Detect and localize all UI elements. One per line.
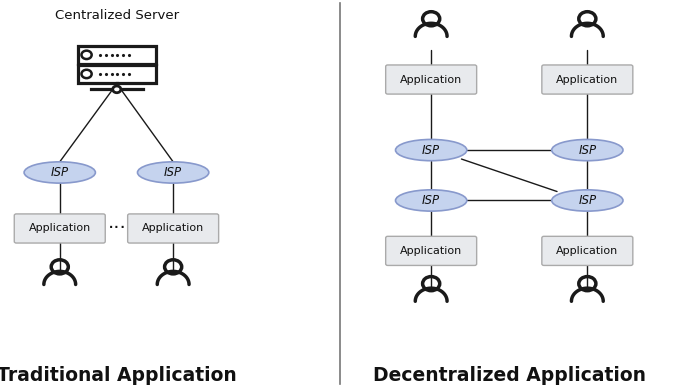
Text: Decentralized Application: Decentralized Application (373, 366, 646, 385)
Text: Application: Application (400, 246, 462, 256)
Text: ISP: ISP (51, 166, 69, 179)
Text: Centralized Server: Centralized Server (55, 9, 179, 22)
Text: Traditional Application: Traditional Application (0, 366, 237, 385)
Ellipse shape (395, 140, 467, 161)
Text: Application: Application (142, 223, 204, 234)
Text: Application: Application (556, 246, 619, 256)
Text: ISP: ISP (579, 194, 596, 207)
Text: Application: Application (556, 74, 619, 85)
FancyBboxPatch shape (386, 236, 477, 265)
Text: ISP: ISP (422, 194, 440, 207)
Ellipse shape (137, 162, 209, 183)
Ellipse shape (395, 190, 467, 211)
FancyBboxPatch shape (77, 65, 156, 83)
Ellipse shape (551, 190, 623, 211)
FancyBboxPatch shape (128, 214, 219, 243)
Text: Application: Application (29, 223, 91, 234)
Text: ···: ··· (107, 219, 126, 238)
Text: ISP: ISP (422, 143, 440, 156)
FancyBboxPatch shape (542, 236, 633, 265)
Text: Application: Application (400, 74, 462, 85)
FancyBboxPatch shape (77, 46, 156, 64)
Ellipse shape (551, 140, 623, 161)
FancyBboxPatch shape (542, 65, 633, 94)
Text: ISP: ISP (164, 166, 182, 179)
FancyBboxPatch shape (386, 65, 477, 94)
Ellipse shape (24, 162, 95, 183)
Circle shape (81, 70, 92, 78)
Circle shape (81, 51, 92, 59)
Text: ISP: ISP (579, 143, 596, 156)
Circle shape (113, 86, 121, 93)
FancyBboxPatch shape (14, 214, 105, 243)
